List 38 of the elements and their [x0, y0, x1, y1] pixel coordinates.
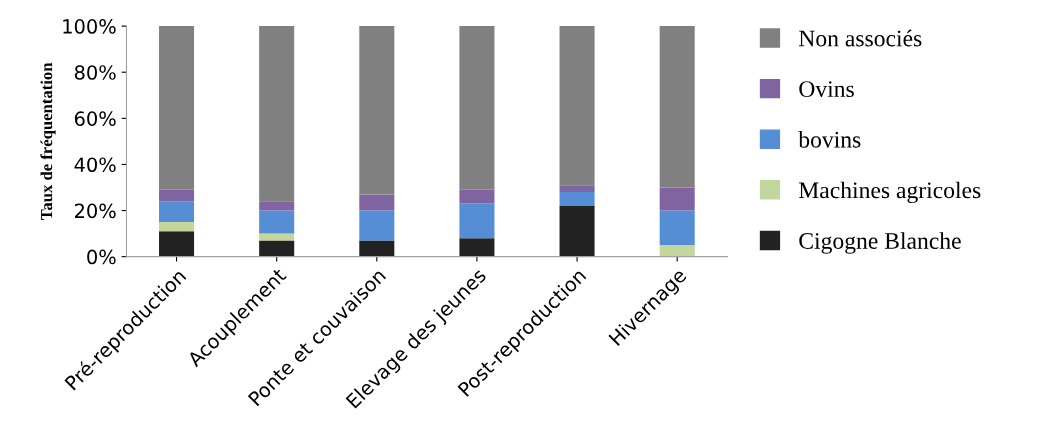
- bar: [659, 210, 695, 246]
- bar: [159, 231, 195, 257]
- legend-label: Non associés: [798, 29, 922, 47]
- y-tick-label: 100%: [63, 19, 116, 34]
- bar: [559, 185, 595, 193]
- legend-label: Ovins: [799, 81, 854, 98]
- bar: [259, 233, 295, 241]
- bar: [459, 26, 495, 190]
- bar: [659, 26, 695, 188]
- bar: [259, 210, 295, 234]
- bar: [159, 222, 195, 232]
- y-tick-label: 60%: [74, 111, 116, 126]
- bar: [359, 194, 395, 211]
- bar: [159, 26, 195, 190]
- bar: [659, 245, 695, 257]
- y-axis-title: Taux de fréquentation: [40, 62, 56, 220]
- legend-label: Machines agricoles: [798, 181, 981, 204]
- bar: [259, 26, 295, 202]
- bar: [159, 189, 195, 202]
- y-tick-label: 0%: [87, 249, 116, 265]
- bar: [359, 26, 395, 195]
- legend-label: bovins: [798, 131, 861, 148]
- bar: [259, 201, 295, 211]
- y-tick-label: 80%: [74, 65, 116, 80]
- bar: [559, 192, 595, 206]
- bar: [359, 240, 395, 257]
- legend-label: Cigogne Blanche: [799, 232, 961, 254]
- bar: [459, 189, 495, 204]
- bar: [559, 26, 595, 186]
- bar: [259, 240, 295, 257]
- bar: [359, 210, 395, 241]
- bar: [459, 238, 495, 257]
- bar: [659, 187, 695, 211]
- y-tick-label: 20%: [74, 203, 116, 219]
- bar: [559, 205, 595, 257]
- bar: [459, 203, 495, 239]
- bar: [159, 201, 195, 223]
- y-tick-label: 40%: [74, 157, 116, 173]
